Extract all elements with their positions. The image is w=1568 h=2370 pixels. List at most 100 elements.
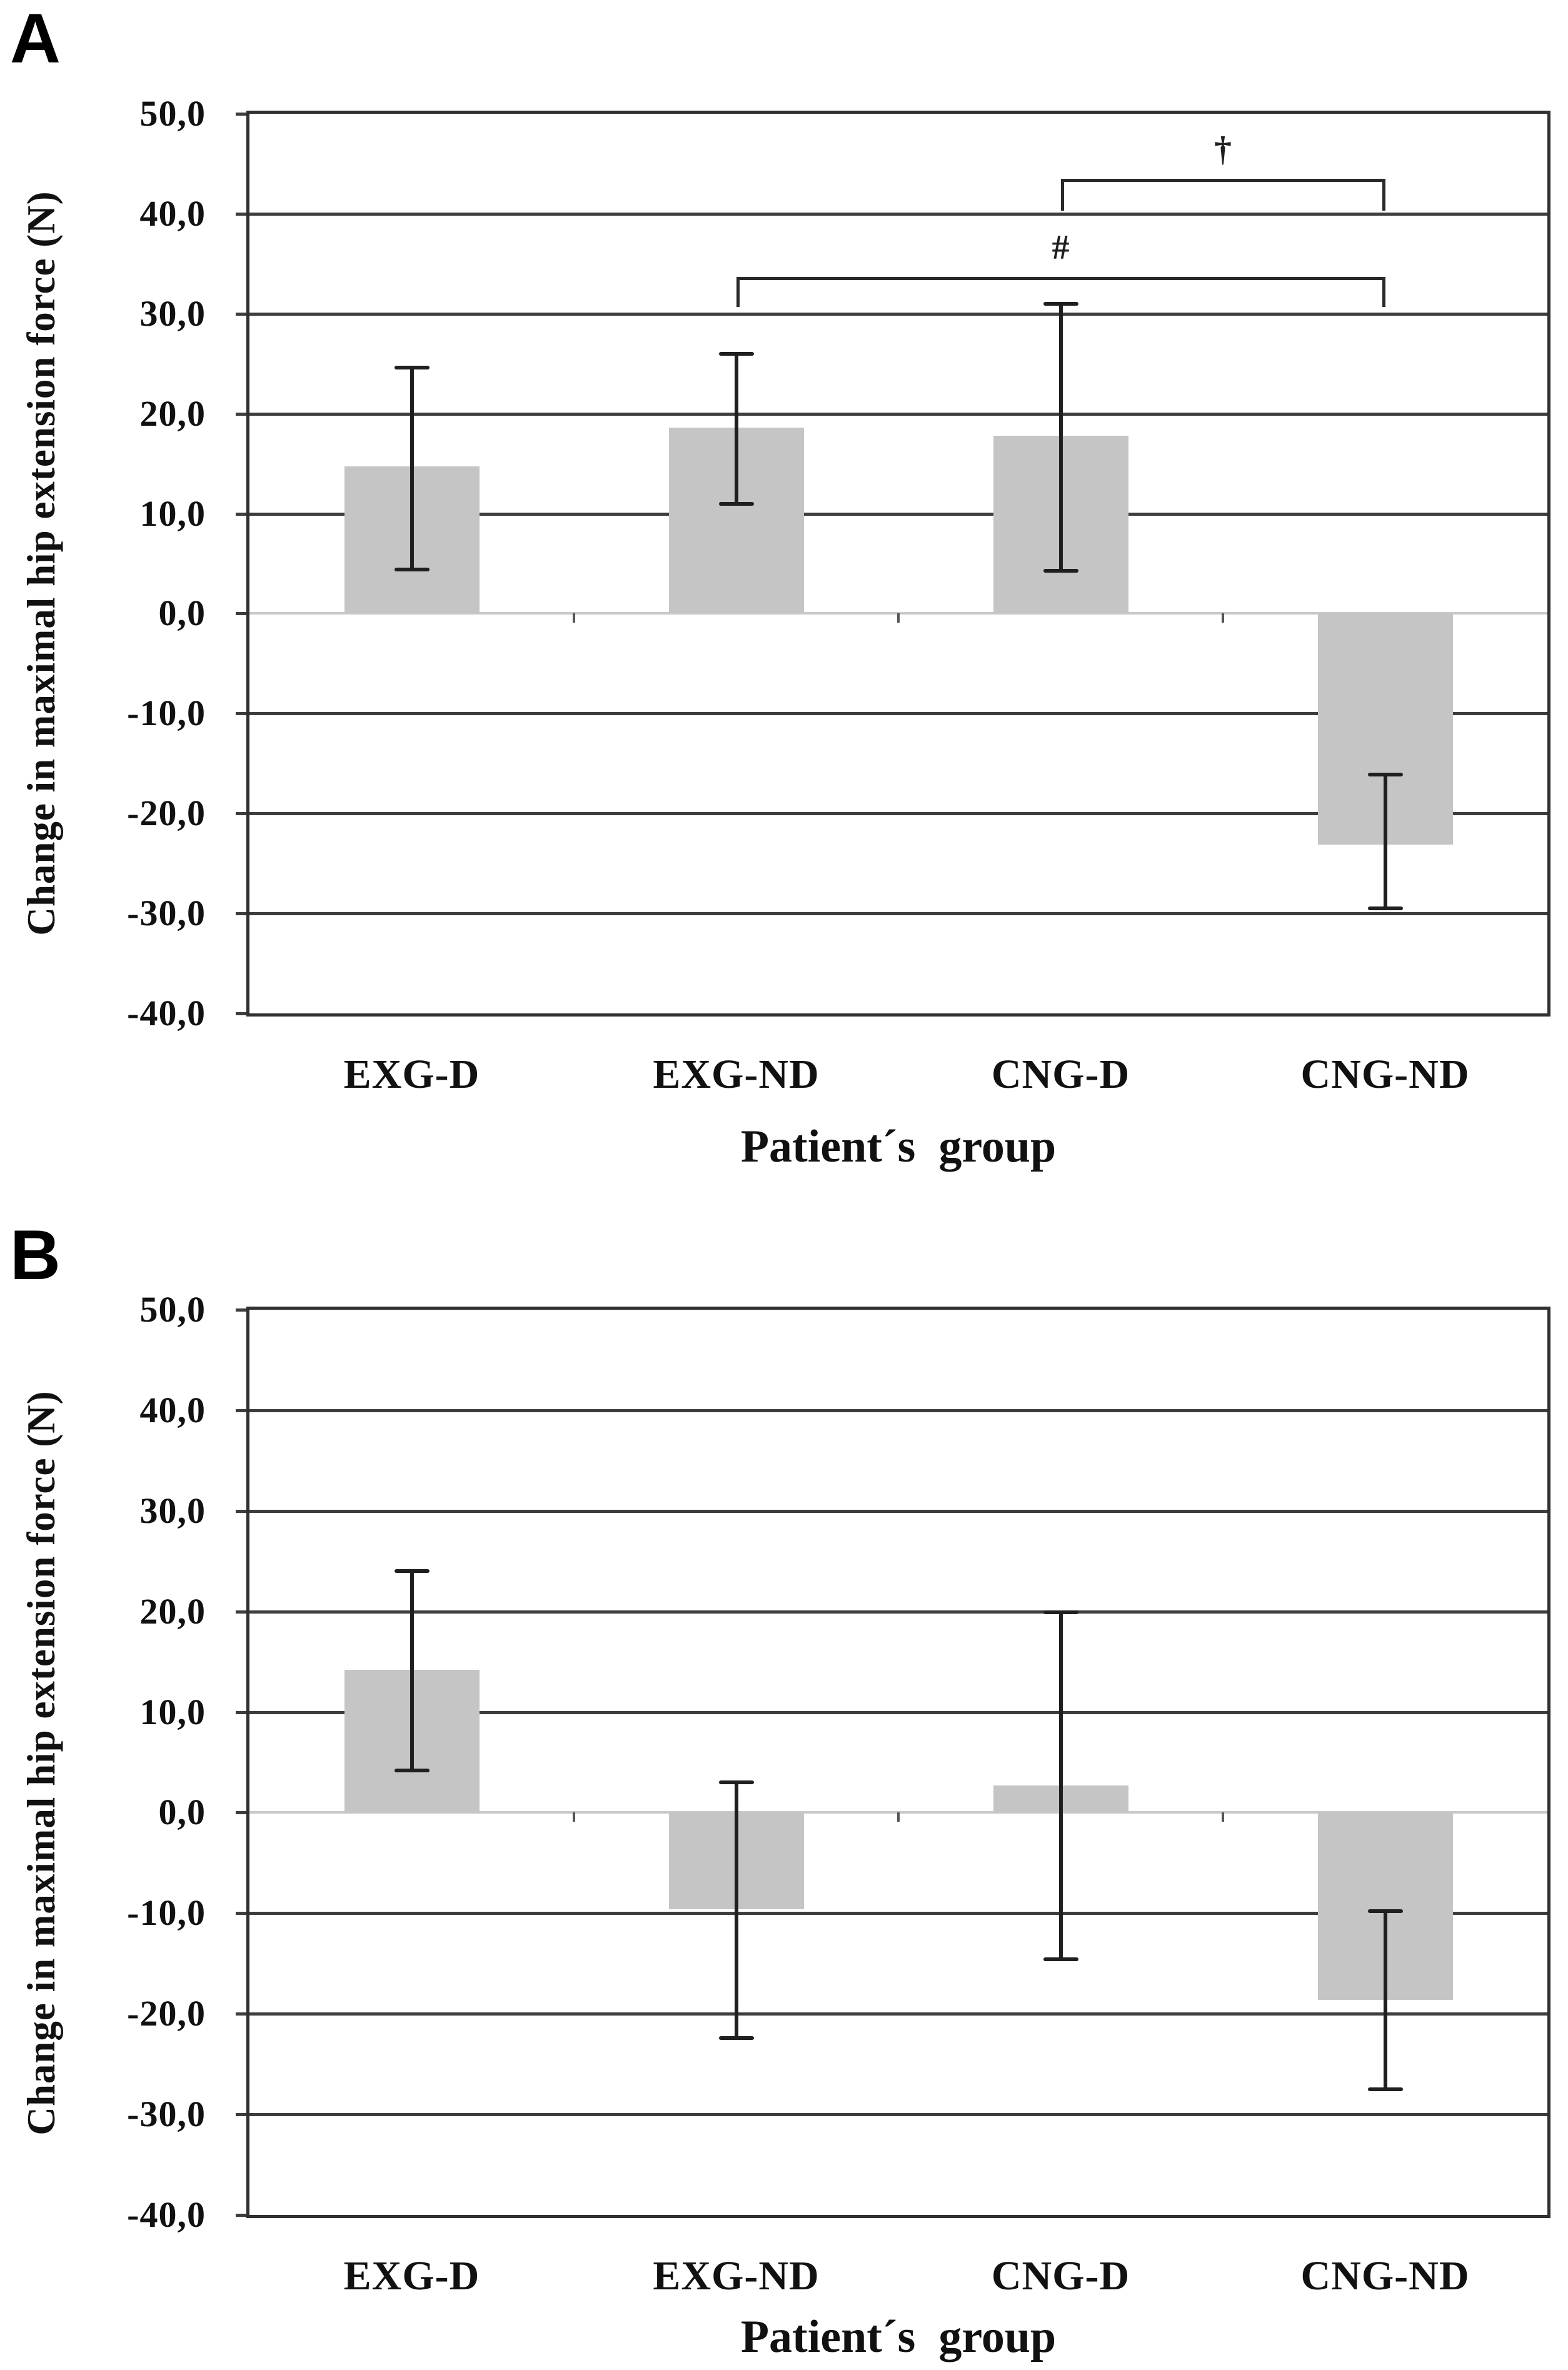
- x-category-label-EXG-D: EXG-D: [343, 2253, 480, 2299]
- gridline: [249, 812, 1547, 816]
- y-axis-tick: [236, 113, 246, 116]
- gridline: [249, 1408, 1547, 1412]
- panel-b-plot-area: 50,0 40,0 30,0 20,0 10,0 0,0 -10,0 -20,0 -30,0 -4…: [127, 1289, 1550, 2299]
- error-bar-cap-top: [1043, 301, 1078, 306]
- x-category-label-CNG-D: CNG-D: [991, 1052, 1130, 1097]
- significance-bracket-end: [736, 276, 740, 307]
- y-axis-tick: [236, 612, 246, 616]
- gridline: [249, 912, 1547, 916]
- gridline: [249, 1912, 1547, 1916]
- y-tick-label: 50,0: [139, 1289, 206, 1330]
- gridline: [249, 212, 1547, 216]
- y-axis-tick: [236, 1509, 246, 1513]
- category-boundary-tick: [1222, 613, 1224, 623]
- y-tick-label: 40,0: [139, 193, 206, 234]
- y-tick-label: 50,0: [139, 93, 206, 134]
- y-tick-label: 0,0: [158, 593, 206, 634]
- category-boundary-tick: [573, 1812, 575, 1822]
- panel-b-x-axis-title: Patient´s group: [740, 2311, 1057, 2362]
- y-tick-label: 30,0: [139, 1490, 206, 1531]
- y-tick-label: 0,0: [158, 1792, 206, 1833]
- y-tick-label: 10,0: [139, 1691, 206, 1732]
- gridline: [249, 2113, 1547, 2117]
- error-bar-cap-bottom: [1367, 2087, 1403, 2091]
- gridline: [249, 512, 1547, 516]
- y-tick-label: -20,0: [127, 793, 206, 834]
- y-axis-tick: [236, 1012, 246, 1015]
- gridline: [249, 1610, 1547, 1614]
- error-bar-cap-bottom: [1043, 568, 1078, 573]
- gridline: [249, 312, 1547, 316]
- y-axis-tick: [236, 312, 246, 316]
- y-axis-tick: [236, 1811, 246, 1815]
- panel-a-x-axis-title: Patient´s group: [740, 1121, 1057, 1172]
- significance-bracket-end: [1382, 178, 1385, 211]
- y-axis-tick: [236, 1610, 246, 1614]
- y-tick-label: 20,0: [139, 393, 206, 434]
- error-bar-cap-bottom: [1043, 1957, 1078, 1962]
- category-boundary-tick: [897, 613, 900, 623]
- gridline: [249, 412, 1547, 416]
- error-bar-line: [410, 1571, 414, 1770]
- significance-bracket-end: [1060, 178, 1064, 211]
- gridline: [249, 1509, 1547, 1513]
- y-axis-tick: [236, 1912, 246, 1916]
- x-category-label-EXG-D: EXG-D: [343, 1052, 480, 1097]
- y-axis-tick: [236, 1408, 246, 1412]
- y-axis-tick: [236, 2012, 246, 2016]
- error-bar-cap-bottom: [394, 1768, 430, 1772]
- gridline: [249, 712, 1547, 716]
- y-tick-label: 10,0: [139, 493, 206, 534]
- error-bar-line: [1058, 1612, 1063, 1960]
- significance-bracket-bar: [1060, 178, 1385, 182]
- significance-symbol: †: [1214, 129, 1232, 169]
- y-tick-label: -30,0: [127, 893, 206, 934]
- y-tick-label: 30,0: [139, 293, 206, 334]
- error-bar-line: [410, 368, 414, 570]
- error-bar-cap-bottom: [718, 2036, 754, 2040]
- panel-b-label: B: [10, 1216, 61, 1294]
- x-category-label-CNG-D: CNG-D: [991, 2253, 1130, 2299]
- error-bar-line: [1383, 774, 1387, 909]
- error-bar-cap-top: [1367, 1909, 1403, 1914]
- x-category-label-CNG-ND: CNG-ND: [1300, 2253, 1470, 2299]
- error-bar-cap-top: [718, 1780, 754, 1785]
- error-bar-cap-top: [1043, 1610, 1078, 1615]
- y-axis-tick: [236, 212, 246, 216]
- y-axis-tick: [236, 912, 246, 916]
- error-bar-cap-top: [1367, 772, 1403, 776]
- significance-bracket-end: [1382, 276, 1385, 307]
- error-bar-cap-top: [718, 351, 754, 356]
- y-tick-label: -20,0: [127, 1993, 206, 2034]
- error-bar-line: [1383, 1911, 1387, 2089]
- y-tick-label: 40,0: [139, 1389, 206, 1430]
- y-tick-label: -10,0: [127, 693, 206, 734]
- category-boundary-tick: [1222, 1812, 1224, 1822]
- y-tick-label: -30,0: [127, 2094, 206, 2135]
- y-axis-tick: [236, 412, 246, 416]
- y-axis-tick: [236, 2214, 246, 2217]
- panel-a-plot-area: 50,0 40,0 30,0 20,0 10,0 0,0 -10,0 -20,0 -30,0 -4…: [127, 93, 1550, 1097]
- category-boundary-tick: [573, 613, 575, 623]
- y-axis-tick: [236, 712, 246, 716]
- x-category-label-EXG-ND: EXG-ND: [653, 1052, 820, 1097]
- gridline: [249, 1710, 1547, 1714]
- significance-symbol: #: [1052, 228, 1070, 267]
- panel-a-label: A: [10, 0, 61, 78]
- y-tick-label: -40,0: [127, 2194, 206, 2235]
- error-bar-cap-bottom: [718, 501, 754, 506]
- y-axis-tick: [236, 1308, 246, 1312]
- significance-bracket-bar: [736, 276, 1385, 280]
- x-category-label-EXG-ND: EXG-ND: [653, 2253, 820, 2299]
- error-bar-cap-bottom: [394, 568, 430, 572]
- error-bar-line: [1058, 303, 1063, 571]
- y-tick-label: -10,0: [127, 1892, 206, 1934]
- x-category-label-CNG-ND: CNG-ND: [1300, 1052, 1470, 1097]
- y-axis-tick: [236, 812, 246, 816]
- y-axis-tick: [236, 1710, 246, 1714]
- category-boundary-tick: [897, 1812, 900, 1822]
- error-bar-line: [734, 1782, 738, 2038]
- error-bar-line: [734, 353, 738, 504]
- y-tick-label: 20,0: [139, 1590, 206, 1632]
